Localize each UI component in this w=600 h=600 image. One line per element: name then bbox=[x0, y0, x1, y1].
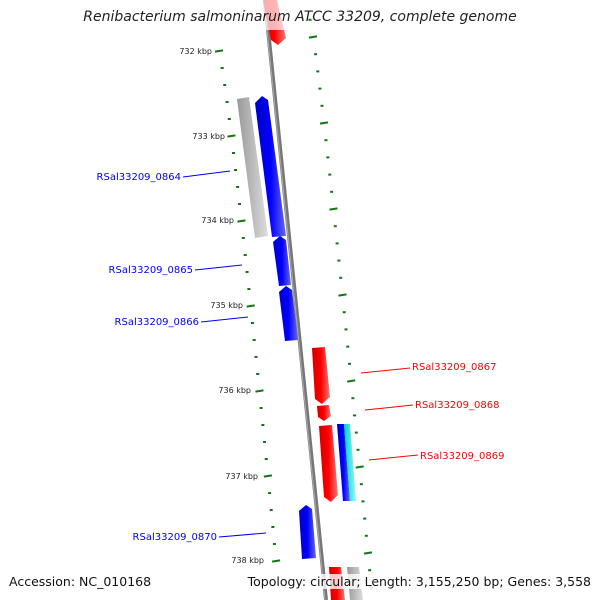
major-tick bbox=[319, 121, 329, 125]
major-tick bbox=[263, 474, 273, 478]
major-tick bbox=[271, 559, 281, 563]
gene-labels: RSal33209_0864 RSal33209_0865 RSal33209_… bbox=[97, 170, 504, 543]
gene-0869-strand-b[interactable] bbox=[337, 424, 350, 501]
accession-text: Accession: NC_010168 bbox=[9, 574, 152, 589]
major-tick bbox=[255, 389, 264, 393]
tick-label: 736 kbp bbox=[218, 386, 251, 395]
major-tick bbox=[246, 304, 255, 308]
genome-backbone bbox=[263, 0, 328, 600]
major-tick bbox=[214, 49, 224, 53]
tick-labels: 732 kbp 733 kbp 734 kbp 735 kbp 736 kbp … bbox=[179, 47, 264, 565]
gene-label-0866[interactable]: RSal33209_0866 bbox=[115, 317, 199, 328]
tick-label: 732 kbp bbox=[179, 47, 212, 56]
tick-label: 734 kbp bbox=[201, 216, 234, 225]
gene-label-0865[interactable]: RSal33209_0865 bbox=[109, 265, 193, 276]
gene-0869[interactable] bbox=[319, 425, 338, 502]
tick-label: 738 kbp bbox=[231, 556, 264, 565]
tick-label: 737 kbp bbox=[225, 472, 258, 481]
gene-0864[interactable] bbox=[255, 96, 286, 237]
gene-0864-pseudo[interactable] bbox=[237, 97, 268, 238]
major-tick bbox=[237, 219, 246, 223]
gene-0869-strand-c[interactable] bbox=[344, 424, 356, 501]
major-tick bbox=[227, 134, 236, 138]
gene-label-0869[interactable]: RSal33209_0869 bbox=[420, 451, 504, 462]
gene-0867[interactable] bbox=[312, 347, 330, 404]
tick-label: 733 kbp bbox=[192, 132, 225, 141]
major-tick bbox=[347, 379, 356, 383]
gene-0865[interactable] bbox=[273, 236, 291, 286]
major-tick bbox=[329, 207, 338, 211]
genome-summary: Topology: circular; Length: 3,155,250 bp… bbox=[247, 574, 591, 589]
gene-label-0867[interactable]: RSal33209_0867 bbox=[412, 362, 496, 373]
gene-label-0868[interactable]: RSal33209_0868 bbox=[415, 400, 499, 411]
gene-label-0870[interactable]: RSal33209_0870 bbox=[133, 532, 217, 543]
major-tick bbox=[363, 551, 373, 555]
major-tick bbox=[308, 35, 318, 39]
tick-label: 735 kbp bbox=[210, 301, 243, 310]
gene-0870[interactable] bbox=[299, 505, 316, 559]
gene-0868[interactable] bbox=[317, 405, 331, 421]
gene-0866[interactable] bbox=[279, 286, 298, 341]
tick-marks bbox=[214, 18, 373, 589]
gene-label-0864[interactable]: RSal33209_0864 bbox=[97, 172, 181, 183]
major-tick bbox=[338, 293, 347, 297]
map-title: Renibacterium salmoninarum ATCC 33209, c… bbox=[83, 9, 517, 25]
major-tick bbox=[355, 465, 364, 469]
